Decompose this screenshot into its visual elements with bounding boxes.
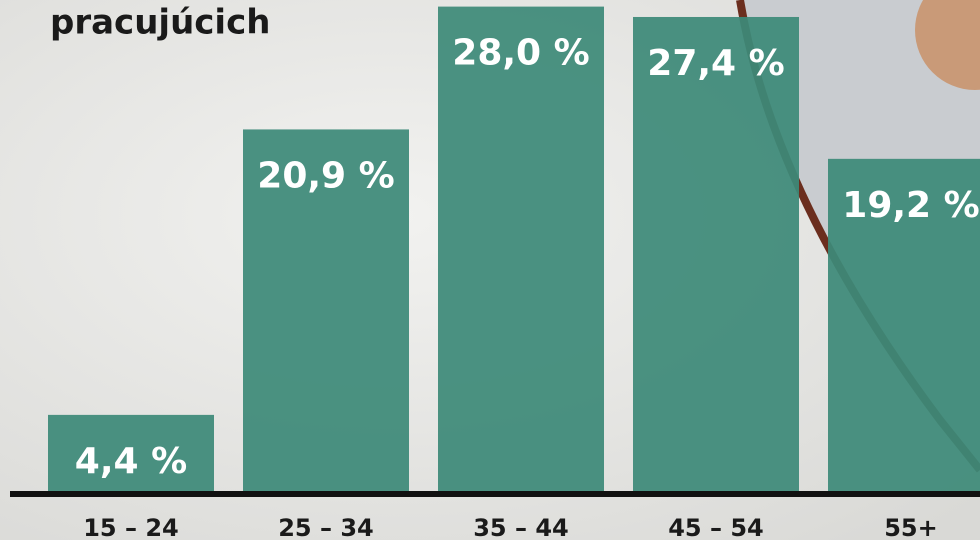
value-label: 19,2 %	[842, 185, 979, 226]
x-tick-label: 45 – 54	[668, 514, 764, 540]
x-tick-label: 25 – 34	[278, 514, 374, 540]
page: {"chart_data": {"type": "bar", "title": …	[0, 0, 980, 540]
x-tick-label: 15 – 24	[83, 514, 179, 540]
chart-title: pracujúcich	[50, 3, 270, 43]
value-label: 4,4 %	[75, 441, 187, 482]
bar	[633, 17, 799, 491]
value-label: 20,9 %	[257, 155, 394, 196]
bar	[438, 7, 604, 491]
chart: pracujúcich 4,4 % 20,9 % 28,0 % 27,4 % 19,2 …	[0, 0, 980, 540]
value-label: 27,4 %	[647, 43, 784, 84]
x-tick-label: 35 – 44	[473, 514, 569, 540]
x-tick-label: 55+	[884, 514, 938, 540]
value-label: 28,0 %	[452, 33, 589, 74]
